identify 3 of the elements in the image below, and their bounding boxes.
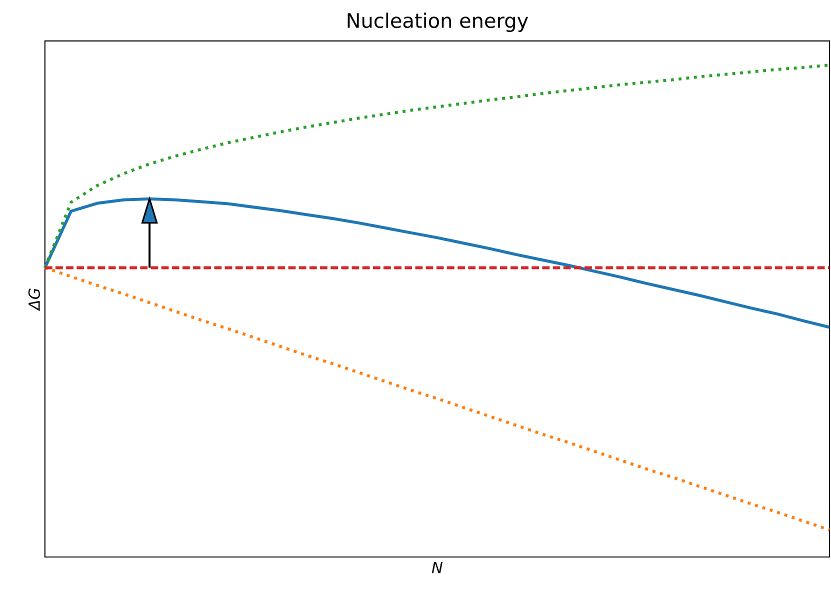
y-axis-title: ΔG [28, 288, 40, 312]
x-axis-title: N [432, 562, 443, 574]
chart-title: Nucleation energy [348, 12, 528, 32]
